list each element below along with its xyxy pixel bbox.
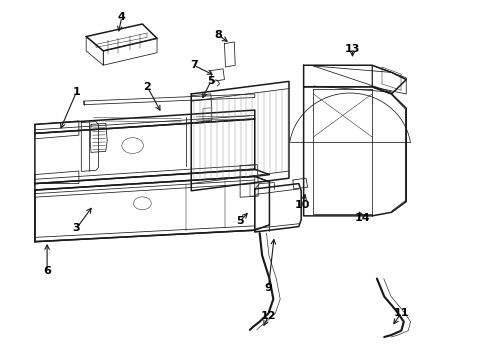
- Text: 1: 1: [73, 87, 80, 97]
- Text: 6: 6: [43, 266, 51, 276]
- Text: 2: 2: [144, 82, 151, 92]
- Text: 5: 5: [236, 216, 244, 226]
- Text: 3: 3: [73, 224, 80, 233]
- Text: 11: 11: [393, 308, 409, 318]
- Text: 14: 14: [354, 213, 370, 222]
- Text: 4: 4: [118, 12, 126, 22]
- Text: 9: 9: [265, 283, 272, 293]
- Text: 8: 8: [214, 30, 222, 40]
- Text: 7: 7: [190, 60, 197, 70]
- Text: 5: 5: [207, 76, 215, 86]
- Text: 10: 10: [295, 200, 310, 210]
- Text: 13: 13: [345, 44, 360, 54]
- Text: 12: 12: [261, 311, 276, 321]
